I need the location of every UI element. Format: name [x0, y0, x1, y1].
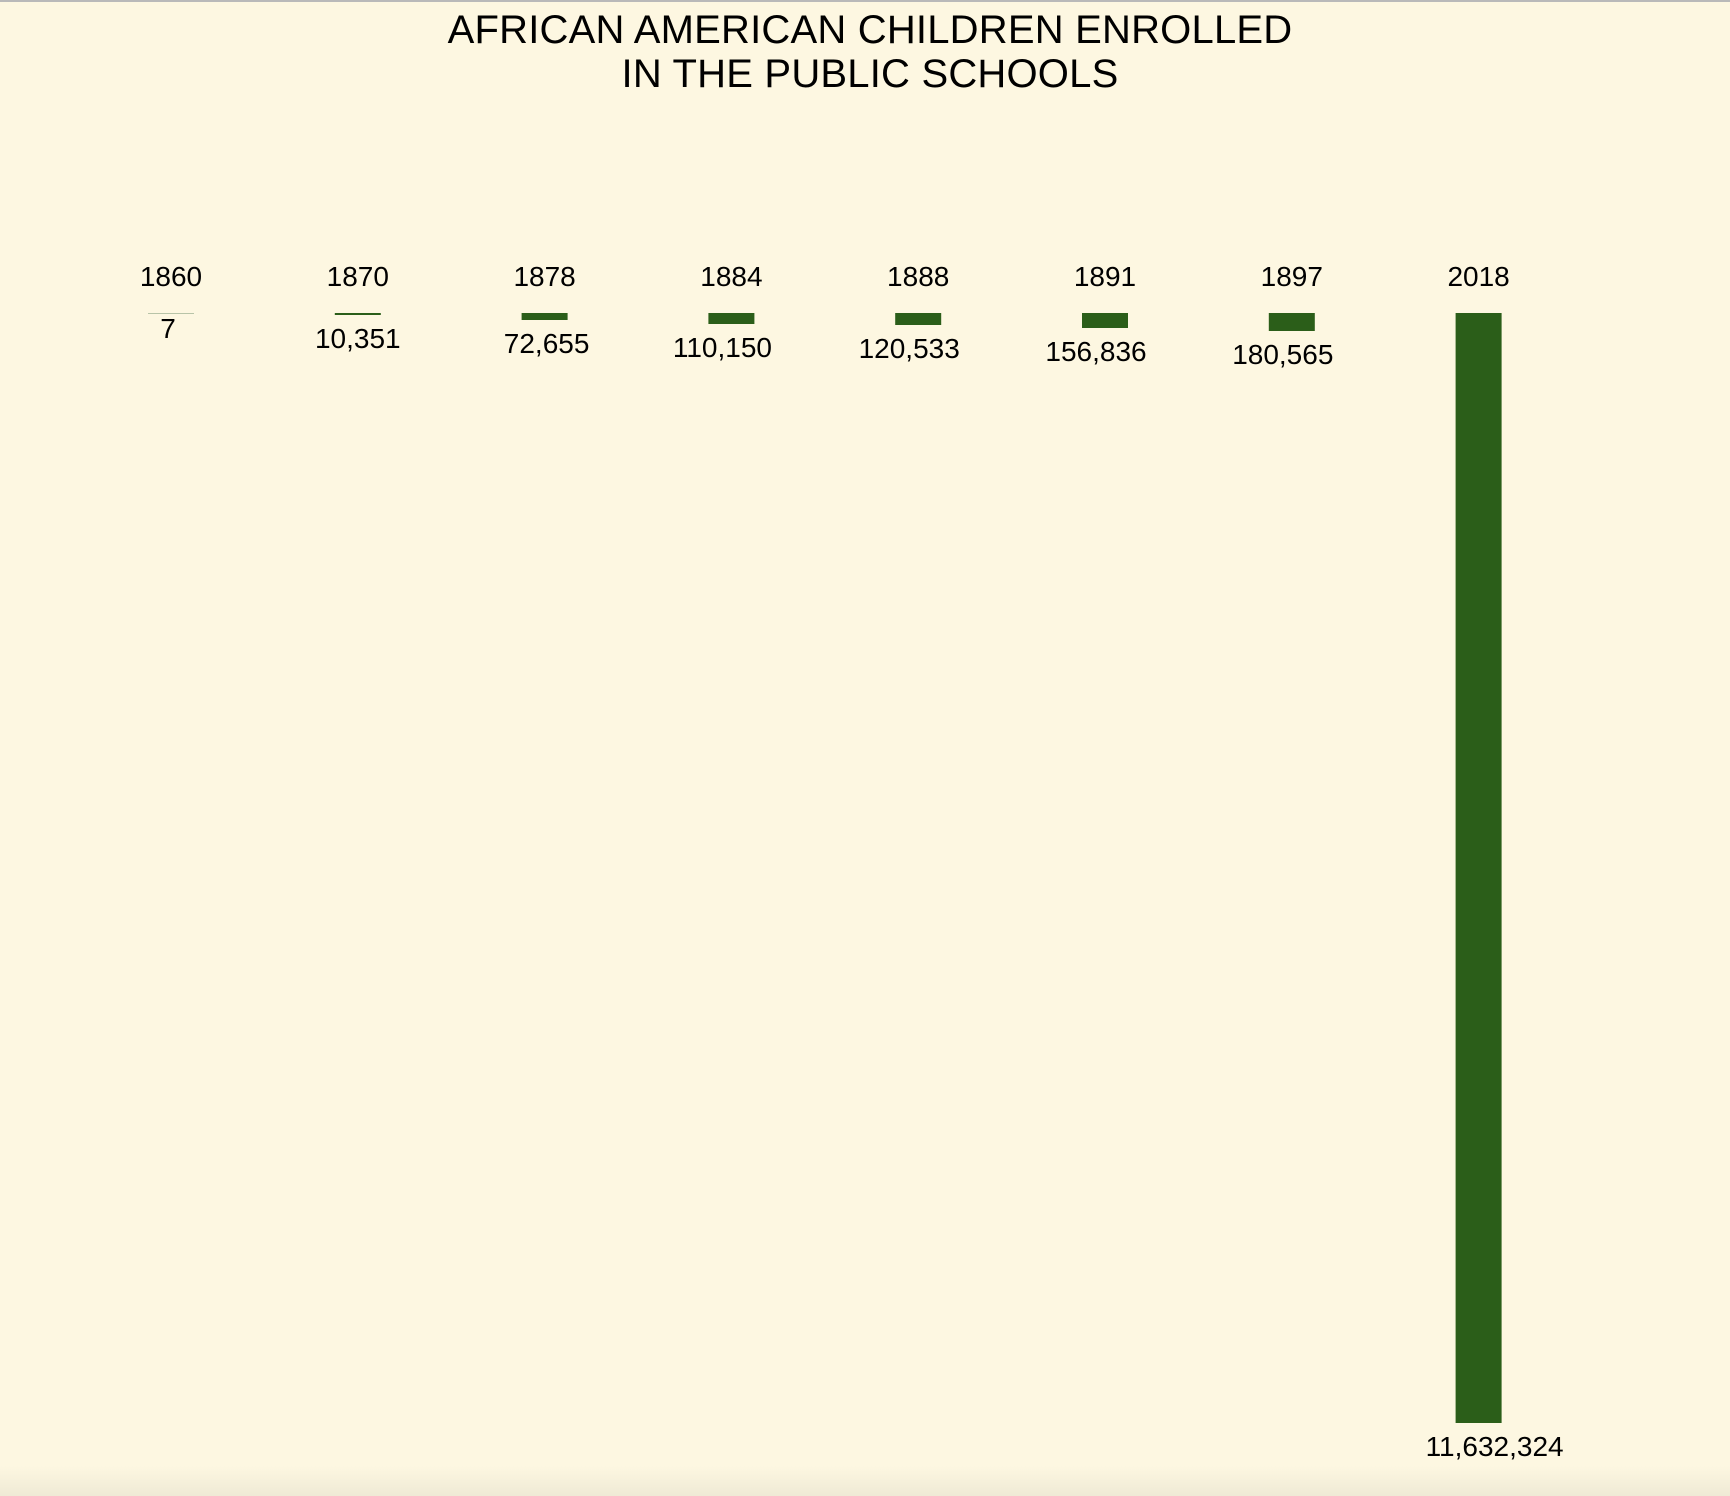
chart-title-line-1: AFRICAN AMERICAN CHILDREN ENROLLED: [447, 8, 1293, 52]
category-label-1860: 1860: [140, 261, 202, 292]
category-label-1888: 1888: [887, 261, 949, 292]
category-label-1884: 1884: [700, 261, 762, 292]
category-label-2018: 2018: [1447, 261, 1509, 292]
chart-title-line-2: IN THE PUBLIC SCHOOLS: [621, 52, 1119, 96]
category-label-1891: 1891: [1074, 261, 1136, 292]
top-border: [0, 0, 1730, 2]
bar-1884: [708, 313, 755, 324]
bar-1870: [334, 313, 381, 315]
value-label-1860: 7: [160, 313, 176, 344]
bar-2018: [1455, 313, 1502, 1423]
bar-1891: [1082, 313, 1128, 328]
category-label-1878: 1878: [513, 261, 575, 292]
chart-title: AFRICAN AMERICAN CHILDREN ENROLLED IN TH…: [0, 8, 1730, 96]
value-label-1888: 120,533: [859, 333, 960, 364]
bar-1888: [895, 313, 942, 325]
value-label-2018: 11,632,324: [1426, 1431, 1564, 1462]
value-label-1891: 156,836: [1045, 336, 1146, 367]
value-label-1884: 110,150: [673, 332, 772, 363]
value-label-1870: 10,351: [315, 323, 401, 354]
value-label-1897: 180,565: [1232, 339, 1333, 370]
category-label-1897: 1897: [1261, 261, 1323, 292]
value-label-1878: 72,655: [504, 328, 590, 359]
bar-1878: [521, 313, 568, 320]
bar-1860: [148, 313, 194, 314]
bar-1897: [1268, 313, 1315, 331]
category-label-1870: 1870: [327, 261, 389, 292]
